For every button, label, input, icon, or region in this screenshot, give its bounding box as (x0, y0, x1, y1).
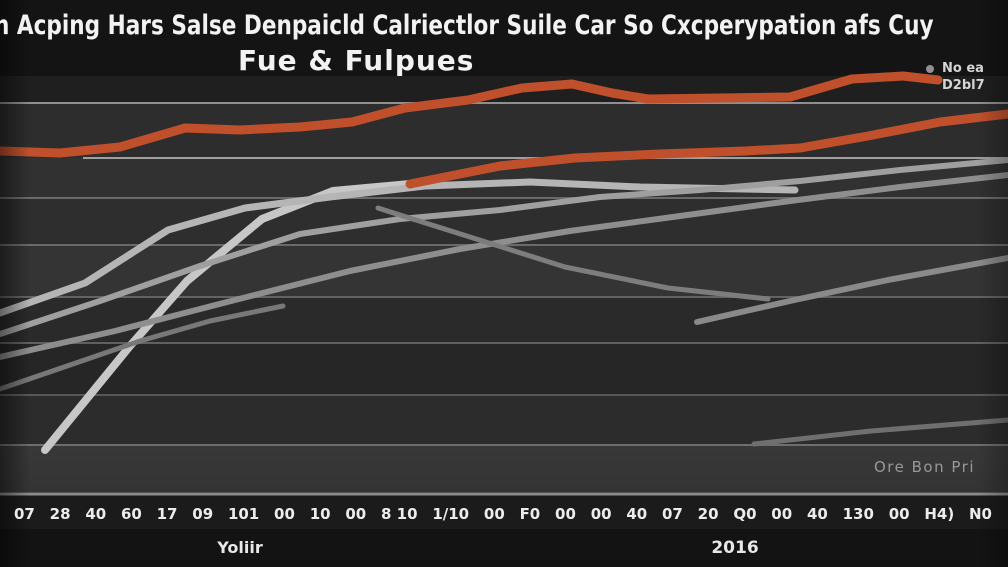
chart-title-line1: n Acping Hars Salse Denpaicld Calriectlo… (0, 10, 934, 41)
series-gray-right-rise (694, 255, 1008, 325)
x-tick-label: 00 (590, 505, 612, 523)
x-tick-label: 07 (14, 505, 35, 523)
x-tick-label: F0 (519, 505, 541, 523)
x-tick-label: 09 (192, 505, 214, 523)
series-gray-diag-1 (0, 157, 1008, 337)
x-tick-label: 00 (345, 505, 367, 523)
legend-labels: No ea D2bl7 (942, 60, 985, 94)
series-gray-cross-down (375, 205, 771, 302)
x-tick-label: 00 (483, 505, 505, 523)
x-tick-label: 00 (771, 505, 793, 523)
series-gray-steep-left (41, 180, 414, 454)
x-tick-label: 10 (309, 505, 331, 523)
chart-title-line2: Fue & Fulpues (238, 44, 475, 77)
legend-label-line1: No ea (942, 61, 984, 76)
legend-marker-icon (926, 65, 934, 73)
x-tick-label: 00 (555, 505, 576, 523)
x-tick-label: H4) (924, 505, 955, 523)
x-tick-label: 60 (120, 505, 142, 523)
x-tick-label: 00 (274, 505, 295, 523)
x-tick-label: 17 (156, 505, 178, 523)
x-tick-label: 101 (227, 505, 260, 523)
series-gray-bottom-right (751, 417, 1008, 447)
x-tick-label: 40 (626, 505, 648, 523)
series-red-line-lower (405, 109, 1008, 189)
series-gray-bottom-left (0, 303, 286, 392)
legend: No ea D2bl7 (926, 60, 1008, 94)
x-tick-label: N0 (969, 505, 992, 523)
x-tick-label: 1/10 (432, 505, 470, 523)
x-tick-label: Q0 (733, 505, 757, 523)
x-tick-label: 07 (662, 505, 683, 523)
x-axis-title-right: 2016 (711, 538, 759, 558)
x-tick-label: 40 (85, 505, 107, 523)
series-red-line-upper (0, 71, 943, 158)
x-tick-label: 00 (888, 505, 910, 523)
series-gray-diag-2 (0, 172, 1008, 360)
bottom-right-annotation: Ore Bon Pri (874, 458, 975, 476)
x-tick-label: 28 (49, 505, 71, 523)
x-tick-label: 8 10 (381, 505, 418, 523)
x-axis-ticks: 07 28 40 60 17 09 101 00 10 00 8 10 1/10 00 F0 00 00 40 0… (14, 504, 992, 524)
series-gray-flat-mid (0, 178, 799, 317)
x-tick-label: 20 (697, 505, 719, 523)
x-axis-title-left: Yoliir (217, 538, 263, 557)
x-tick-label: 130 (842, 505, 874, 523)
x-tick-label: 40 (806, 505, 828, 523)
legend-label-line2: D2bl7 (942, 78, 985, 93)
